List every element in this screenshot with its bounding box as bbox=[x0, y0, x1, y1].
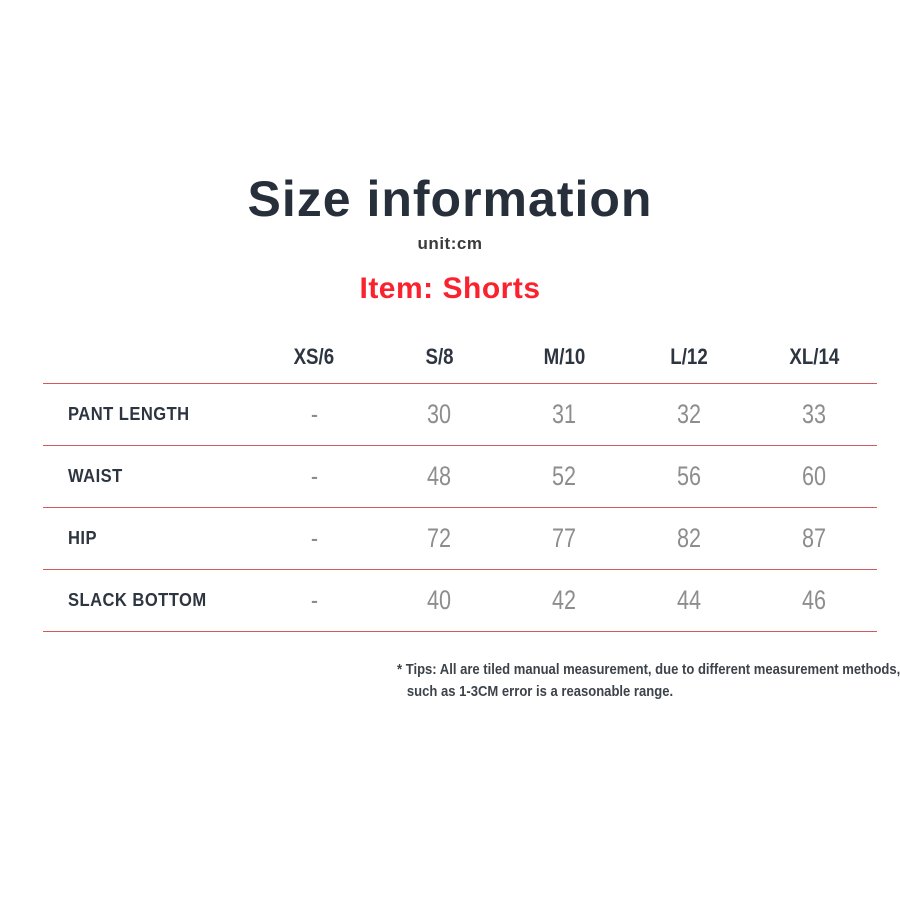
row-label-text: PANT LENGTH bbox=[68, 403, 190, 424]
row-label-text: HIP bbox=[68, 527, 97, 548]
tips-note: * Tips: All are tiled manual measurement… bbox=[397, 659, 900, 703]
size-value: 33 bbox=[802, 398, 827, 429]
row-label-text: WAIST bbox=[68, 465, 123, 486]
table-row-hip: HIP - 72 77 82 87 bbox=[43, 507, 877, 569]
size-cell: 87 bbox=[752, 507, 877, 569]
size-value: 46 bbox=[802, 584, 827, 615]
size-cell: - bbox=[252, 569, 377, 631]
size-cell: 40 bbox=[377, 569, 502, 631]
size-value: 82 bbox=[677, 522, 702, 553]
column-header-xl14: XL/14 bbox=[752, 331, 877, 383]
size-cell: 60 bbox=[752, 445, 877, 507]
size-value: 77 bbox=[552, 522, 577, 553]
column-header-label: L/12 bbox=[670, 343, 709, 369]
size-value: - bbox=[310, 398, 318, 429]
size-cell: 82 bbox=[627, 507, 752, 569]
size-value: - bbox=[310, 460, 318, 491]
size-cell: 56 bbox=[627, 445, 752, 507]
row-label: SLACK BOTTOM bbox=[43, 569, 252, 631]
size-value: - bbox=[310, 522, 318, 553]
size-cell: - bbox=[252, 507, 377, 569]
size-value: 56 bbox=[677, 460, 702, 491]
size-cell: 32 bbox=[627, 383, 752, 445]
size-cell: 42 bbox=[502, 569, 627, 631]
size-value: 60 bbox=[802, 460, 827, 491]
column-header-label: XS/6 bbox=[293, 343, 335, 369]
tips-line-1: * Tips: All are tiled manual measurement… bbox=[397, 662, 900, 678]
size-value: 52 bbox=[552, 460, 577, 491]
table-row-pant-length: PANT LENGTH - 30 31 32 33 bbox=[43, 383, 877, 445]
size-value: 31 bbox=[552, 398, 577, 429]
size-table-header-row: XS/6 S/8 M/10 L/12 XL/14 bbox=[43, 331, 877, 383]
size-value: 42 bbox=[552, 584, 577, 615]
row-label: HIP bbox=[43, 507, 252, 569]
size-table: XS/6 S/8 M/10 L/12 XL/14 PANT LENGTH - 3… bbox=[43, 331, 877, 632]
size-cell: 44 bbox=[627, 569, 752, 631]
size-cell: 52 bbox=[502, 445, 627, 507]
size-cell: - bbox=[252, 445, 377, 507]
size-cell: 48 bbox=[377, 445, 502, 507]
unit-label: unit:cm bbox=[417, 234, 483, 253]
size-cell: 72 bbox=[377, 507, 502, 569]
size-value: 72 bbox=[427, 522, 452, 553]
column-header-m10: M/10 bbox=[502, 331, 627, 383]
column-header-label: XL/14 bbox=[789, 343, 840, 369]
size-value: - bbox=[310, 584, 318, 615]
page-title: Size information bbox=[247, 171, 653, 227]
column-header-xs6: XS/6 bbox=[252, 331, 377, 383]
size-cell: 31 bbox=[502, 383, 627, 445]
column-header-label: S/8 bbox=[425, 343, 454, 369]
size-value: 44 bbox=[677, 584, 702, 615]
column-header-label: M/10 bbox=[543, 343, 586, 369]
size-value: 48 bbox=[427, 460, 452, 491]
corner-cell bbox=[43, 331, 252, 383]
size-value: 32 bbox=[677, 398, 702, 429]
column-header-l12: L/12 bbox=[627, 331, 752, 383]
size-cell: 33 bbox=[752, 383, 877, 445]
size-cell: 77 bbox=[502, 507, 627, 569]
tips-line-2: such as 1-3CM error is a reasonable rang… bbox=[406, 684, 674, 700]
size-cell: 46 bbox=[752, 569, 877, 631]
table-row-waist: WAIST - 48 52 56 60 bbox=[43, 445, 877, 507]
row-label-text: SLACK BOTTOM bbox=[68, 589, 207, 610]
column-header-s8: S/8 bbox=[377, 331, 502, 383]
size-value: 30 bbox=[427, 398, 452, 429]
size-value: 87 bbox=[802, 522, 827, 553]
row-label: PANT LENGTH bbox=[43, 383, 252, 445]
table-row-slack-bottom: SLACK BOTTOM - 40 42 44 46 bbox=[43, 569, 877, 631]
size-cell: - bbox=[252, 383, 377, 445]
item-label: Item: Shorts bbox=[359, 272, 541, 305]
size-cell: 30 bbox=[377, 383, 502, 445]
row-label: WAIST bbox=[43, 445, 252, 507]
size-value: 40 bbox=[427, 584, 452, 615]
